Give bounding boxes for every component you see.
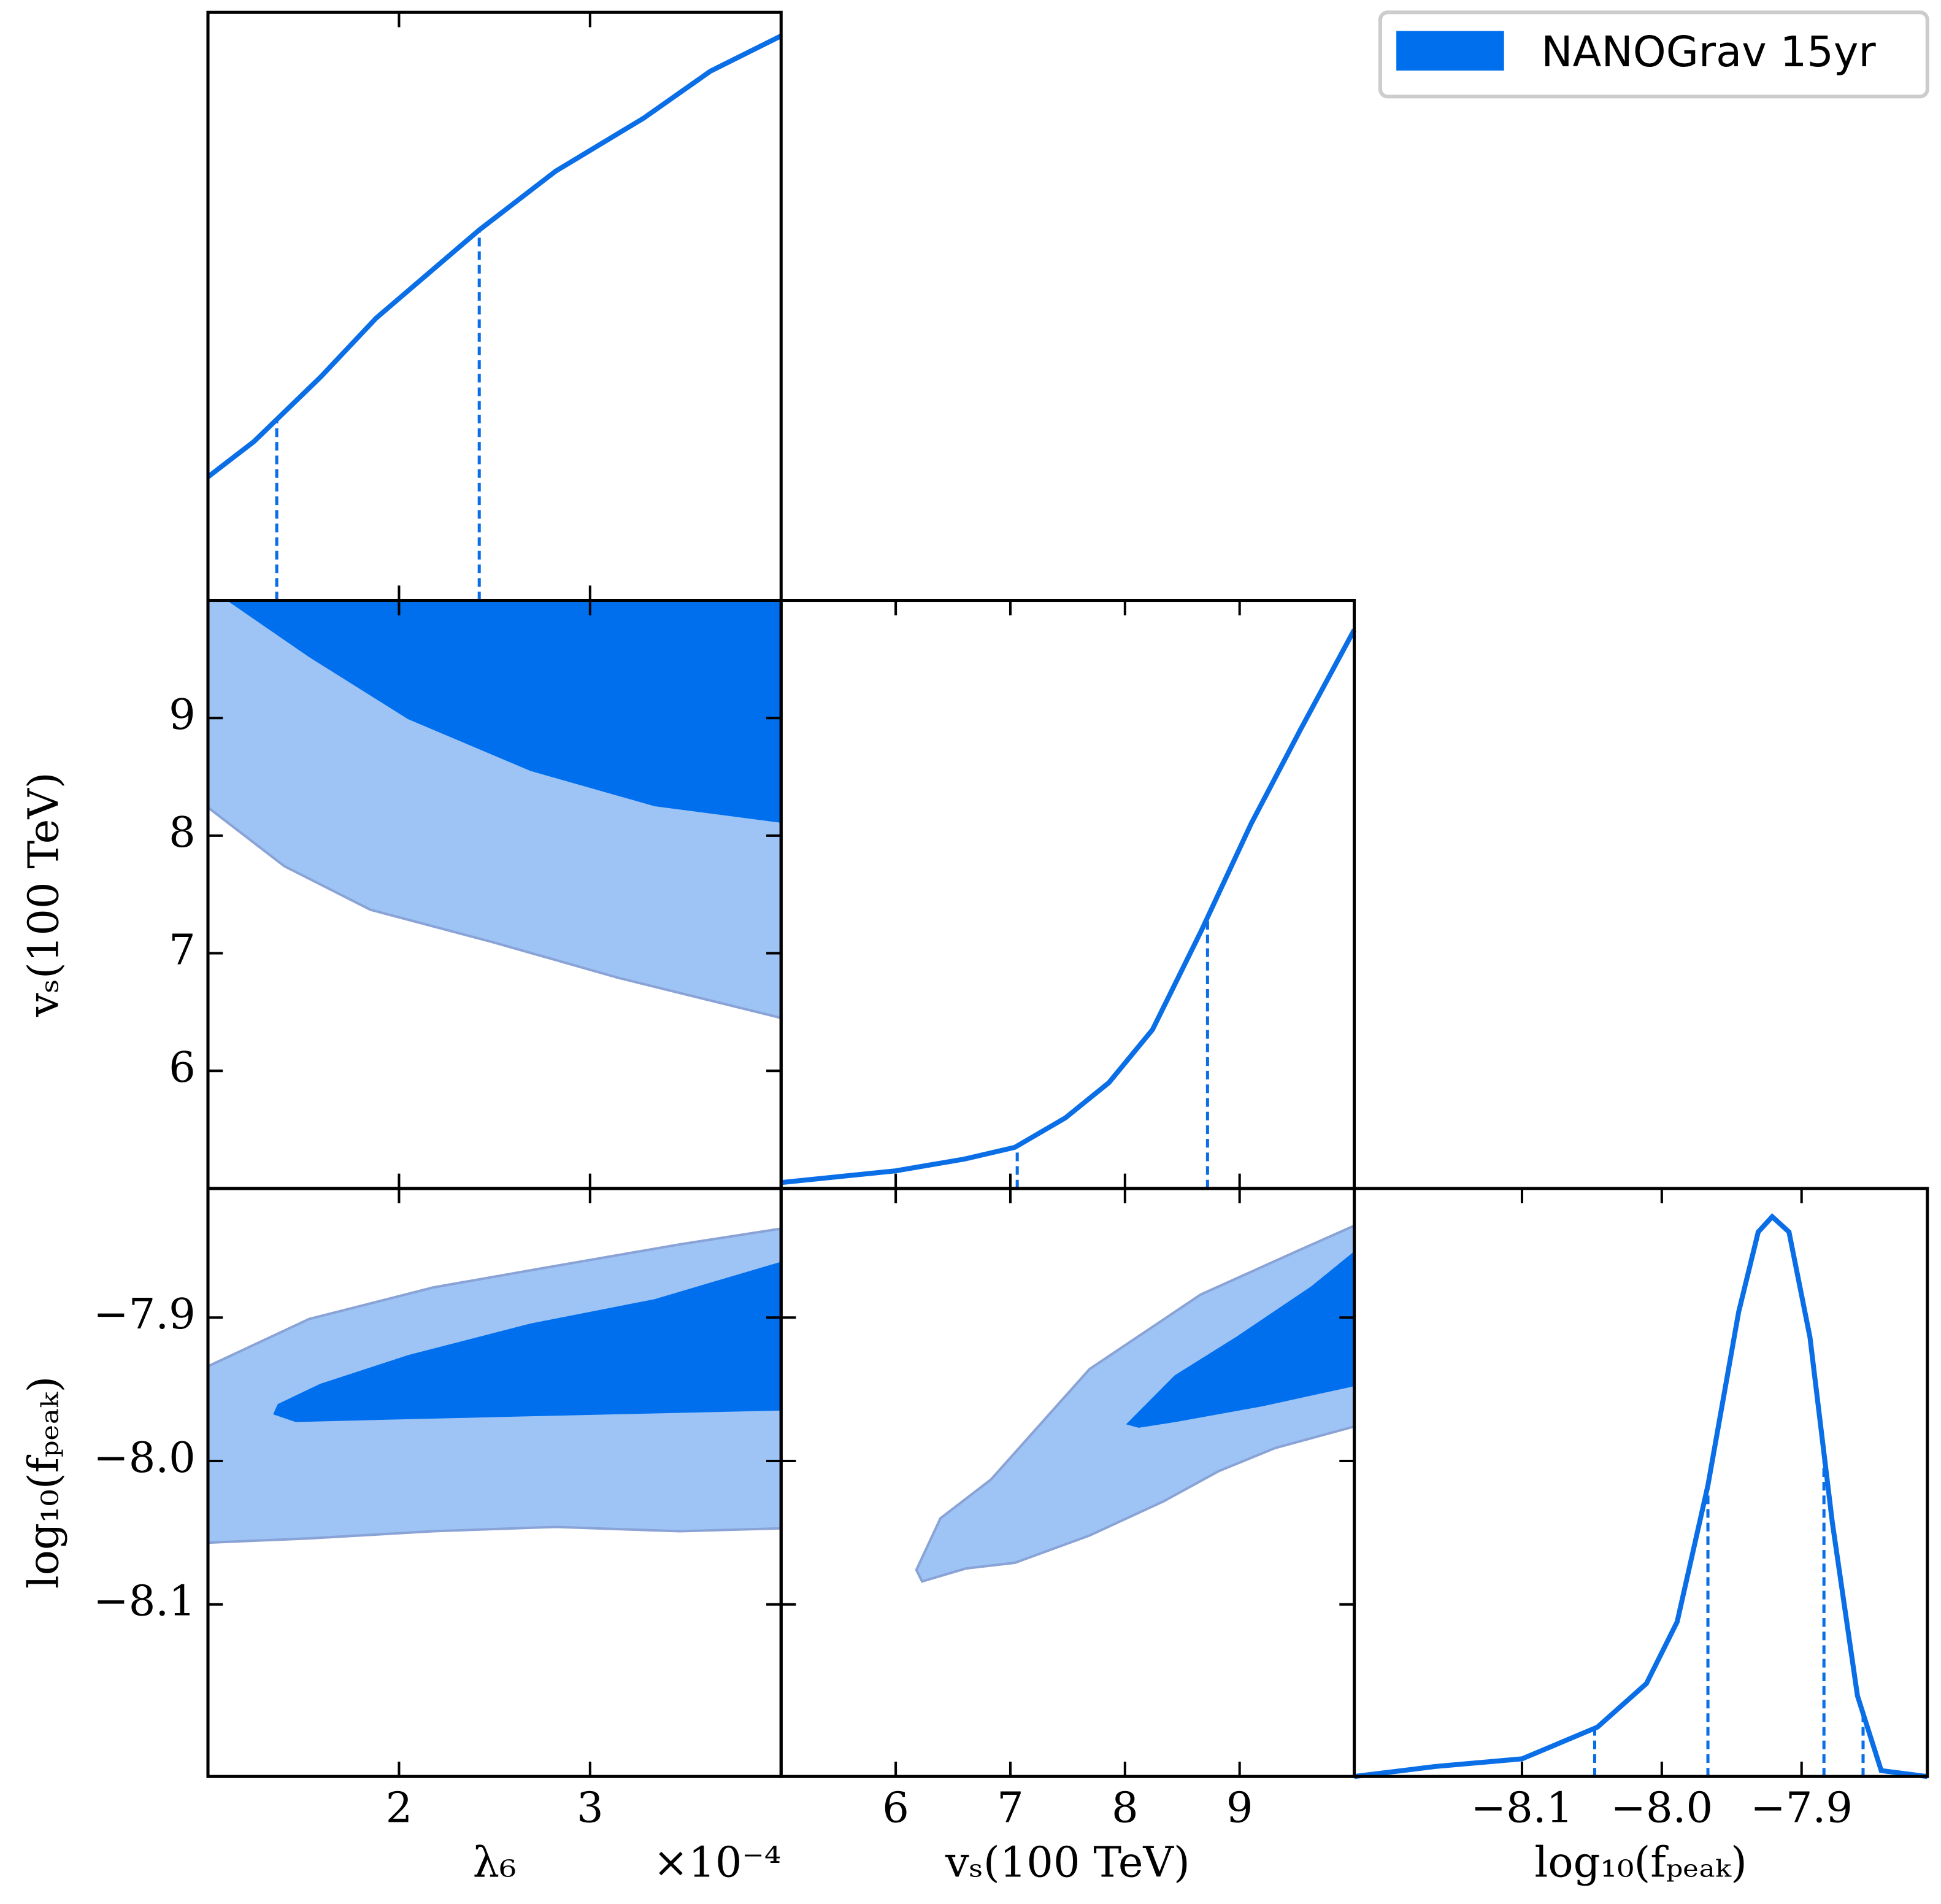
y-tick-label: −8.0 xyxy=(93,1433,196,1482)
x-tick-label: 9 xyxy=(1226,1784,1253,1833)
legend-box xyxy=(1378,10,1929,99)
panel-frame xyxy=(779,598,1356,1190)
x-axis-label: log₁₀(fₚₑₐₖ) xyxy=(1534,1838,1747,1887)
x-axis-label: vₛ(100 TeV) xyxy=(945,1838,1190,1887)
x-tick-label: 3 xyxy=(577,1784,604,1833)
x-tick-label: −8.1 xyxy=(1471,1784,1574,1833)
y-tick-label: 8 xyxy=(169,808,196,857)
density-line xyxy=(780,628,1357,1185)
y-tick-label: 7 xyxy=(169,926,196,975)
x-axis-label: λ₆ xyxy=(473,1838,517,1887)
legend-label: NANOGrav 15yr xyxy=(1541,28,1876,77)
x-tick-label: −8.0 xyxy=(1611,1784,1713,1833)
density-line xyxy=(206,33,783,479)
x-tick-label: −7.9 xyxy=(1750,1784,1853,1833)
legend-patch xyxy=(1396,31,1504,71)
density-line xyxy=(1354,1213,1928,1779)
y-axis-label: vₛ(100 TeV) xyxy=(20,772,69,1017)
y-tick-label: 9 xyxy=(169,690,196,739)
panel-frame xyxy=(1353,1187,1929,1778)
x-tick-label: 6 xyxy=(882,1784,909,1833)
x-tick-label: 2 xyxy=(386,1784,413,1833)
y-tick-label: 6 xyxy=(169,1043,196,1092)
x-tick-label: 7 xyxy=(997,1784,1024,1833)
y-axis-label: log₁₀(fₚₑₐₖ) xyxy=(20,1376,69,1589)
panel-frame xyxy=(206,10,783,603)
y-tick-label: −8.1 xyxy=(93,1577,196,1626)
x-tick-label: 8 xyxy=(1112,1784,1139,1833)
y-tick-label: −7.9 xyxy=(93,1290,196,1339)
contour-region xyxy=(915,1224,1356,1583)
offset-text: ×10⁻⁴ xyxy=(653,1838,781,1887)
